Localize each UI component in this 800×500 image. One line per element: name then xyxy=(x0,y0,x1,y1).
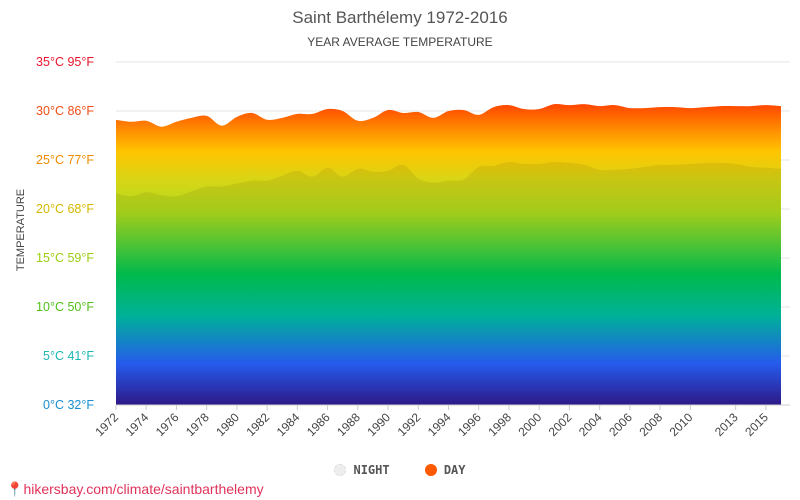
y-tick-label: 25°C 77°F xyxy=(36,153,94,167)
x-tick-label: 1996 xyxy=(455,410,484,439)
x-tick-label: 2006 xyxy=(606,410,635,439)
x-tick-label: 2002 xyxy=(546,410,575,439)
x-tick-label: 2010 xyxy=(667,410,696,439)
x-tick-label: 1974 xyxy=(123,410,152,439)
legend: NIGHT DAY xyxy=(0,463,800,479)
x-tick-label: 1978 xyxy=(183,410,212,439)
night-dot-icon xyxy=(334,464,347,476)
legend-item-day[interactable]: DAY xyxy=(424,463,466,477)
chart-title: Saint Barthélemy 1972-2016 xyxy=(292,8,508,27)
x-tick-label: 2004 xyxy=(576,410,605,439)
night-series-area[interactable] xyxy=(116,161,781,405)
source-text: hikersbay.com/climate/saintbarthelemy xyxy=(23,481,264,497)
area-layer xyxy=(116,103,781,406)
day-dot-icon xyxy=(424,464,437,476)
x-tick-label: 2015 xyxy=(742,410,771,439)
y-tick-label: 15°C 59°F xyxy=(36,251,94,265)
y-tick-label: 30°C 86°F xyxy=(36,104,94,118)
chart-subtitle: YEAR AVERAGE TEMPERATURE xyxy=(307,35,493,49)
x-tick-label: 1984 xyxy=(274,410,303,439)
x-tick-label: 1990 xyxy=(364,410,393,439)
y-tick-label: 0°C 32°F xyxy=(43,398,94,412)
y-tick-label: 5°C 41°F xyxy=(43,349,94,363)
legend-night-label: NIGHT xyxy=(353,463,390,477)
x-tick-label: 1976 xyxy=(153,410,182,439)
x-tick-label: 2013 xyxy=(712,410,741,439)
x-tick-label: 2008 xyxy=(636,410,665,439)
location-pin-icon: 📍 xyxy=(6,481,24,497)
x-tick-label: 1998 xyxy=(485,410,514,439)
x-tick-label: 1972 xyxy=(92,410,121,439)
x-tick-label: 1988 xyxy=(334,410,363,439)
x-tick-label: 1982 xyxy=(243,410,272,439)
night-series-shade xyxy=(116,161,781,405)
source-link[interactable]: 📍hikersbay.com/climate/saintbarthelemy xyxy=(6,481,264,498)
x-tick-label: 1994 xyxy=(425,410,454,439)
legend-item-night[interactable]: NIGHT xyxy=(334,463,390,477)
x-tick-label: 1986 xyxy=(304,410,333,439)
legend-day-label: DAY xyxy=(443,463,466,477)
y-tick-label: 10°C 50°F xyxy=(36,300,94,314)
x-tick-label: 2000 xyxy=(516,410,545,439)
y-tick-label: 35°C 95°F xyxy=(36,55,94,69)
x-tick-label: 1992 xyxy=(395,410,424,439)
temperature-area-chart: 0°C 32°F 5°C 41°F 10°C 50°F 15°C 59°F 20°C 6… xyxy=(36,55,790,439)
x-tick-label: 1980 xyxy=(213,410,242,439)
y-tick-label: 20°C 68°F xyxy=(36,202,94,216)
